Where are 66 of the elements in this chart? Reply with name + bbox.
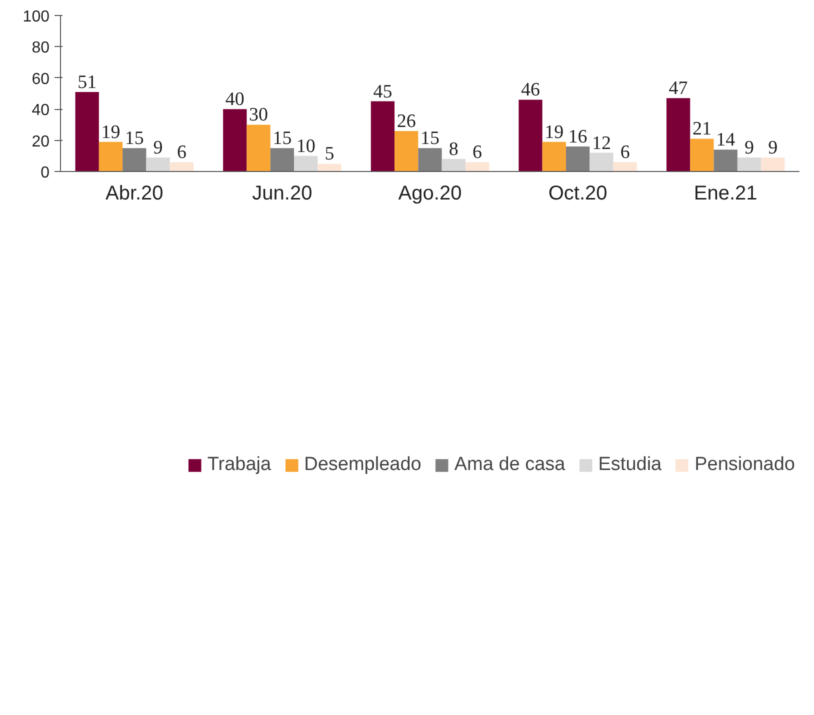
- bar: [590, 152, 614, 172]
- bar: [761, 157, 785, 172]
- data-label: 10: [296, 136, 316, 157]
- bar: [146, 157, 170, 172]
- data-label: 5: [324, 144, 334, 165]
- x-tick-label: Oct.20: [548, 182, 608, 204]
- x-tick-label: Abr.20: [105, 182, 164, 204]
- y-tick-label: 20: [32, 133, 50, 150]
- data-label: 12: [592, 132, 611, 154]
- bar: [223, 109, 247, 172]
- bar: [394, 130, 418, 172]
- data-label: 9: [744, 137, 754, 158]
- bar: [542, 142, 566, 172]
- data-label: 8: [448, 139, 458, 160]
- y-tick-label: 40: [32, 102, 50, 120]
- x-tick-label: Ago.20: [398, 182, 462, 204]
- bar: [666, 98, 690, 172]
- x-tick-label: Ene.21: [694, 182, 758, 204]
- legend-label: Estudia: [598, 454, 662, 476]
- data-label: 40: [225, 89, 244, 110]
- bar: [418, 148, 442, 172]
- data-label: 19: [544, 122, 564, 143]
- bar: [613, 162, 637, 172]
- bar: [246, 124, 270, 172]
- data-label: 14: [716, 130, 736, 151]
- data-label: 19: [101, 122, 120, 143]
- bar: [442, 159, 466, 172]
- data-label: 15: [124, 128, 144, 150]
- data-label: 6: [620, 142, 630, 164]
- x-tick-label: Jun.20: [252, 182, 312, 204]
- bar: [737, 157, 762, 172]
- legend-label: Trabaja: [207, 454, 272, 476]
- bar: [318, 164, 342, 172]
- data-label: 47: [668, 78, 688, 100]
- data-label: 21: [692, 118, 712, 140]
- data-label: 16: [568, 126, 588, 148]
- data-label: 6: [472, 142, 482, 164]
- data-label: 15: [272, 128, 292, 150]
- bar: [690, 138, 714, 172]
- legend-label: Ama de casa: [454, 454, 566, 476]
- bar: [170, 162, 194, 172]
- y-tick-label: 0: [40, 164, 50, 182]
- y-tick-label: 80: [32, 40, 50, 57]
- data-label: 15: [420, 128, 440, 150]
- legend-label: Pensionado: [694, 454, 795, 476]
- data-label: 46: [521, 80, 540, 101]
- bar: [518, 100, 542, 172]
- y-tick-label: 100: [22, 8, 50, 26]
- bar: [566, 146, 590, 172]
- bar: [122, 148, 146, 172]
- data-label: 51: [78, 72, 97, 93]
- data-label: 9: [768, 137, 778, 158]
- data-label: 26: [396, 110, 416, 132]
- legend-label: Desempleado: [304, 454, 422, 476]
- data-label: 45: [373, 81, 392, 102]
- y-tick-label: 60: [32, 70, 50, 88]
- bar: [370, 101, 395, 172]
- bar: [75, 92, 99, 172]
- data-label: 30: [249, 104, 268, 126]
- bar: [294, 156, 318, 172]
- bar: [714, 150, 738, 172]
- bar: [465, 162, 490, 172]
- data-label: 6: [176, 142, 186, 164]
- bar: [270, 148, 294, 172]
- bar: [98, 142, 123, 172]
- data-label: 9: [153, 137, 163, 158]
